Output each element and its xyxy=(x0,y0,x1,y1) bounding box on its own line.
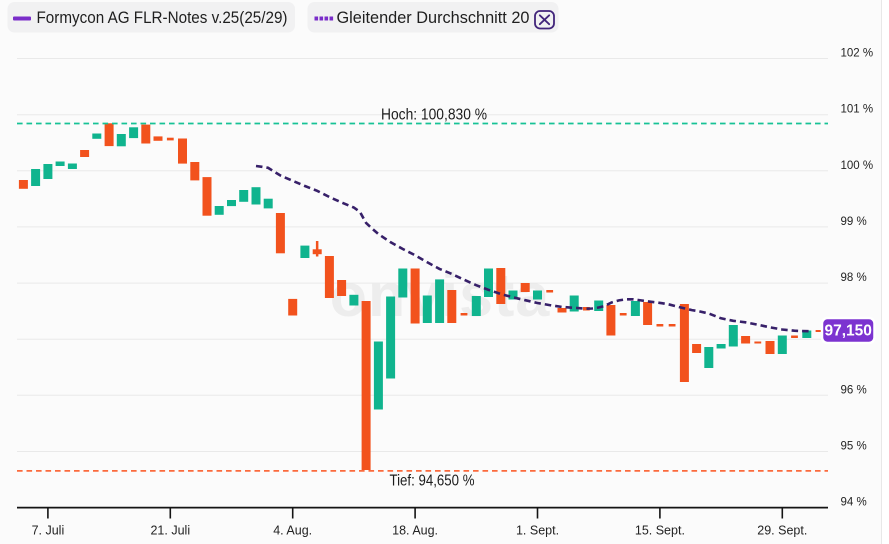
svg-text:15. Sept.: 15. Sept. xyxy=(635,524,685,538)
svg-text:Hoch: 100,830 %: Hoch: 100,830 % xyxy=(381,107,487,124)
svg-text:21. Juli: 21. Juli xyxy=(150,524,190,538)
svg-text:4. Aug.: 4. Aug. xyxy=(273,524,312,538)
svg-text:Gleitender Durchschnitt 20: Gleitender Durchschnitt 20 xyxy=(337,9,530,27)
svg-text:97,150: 97,150 xyxy=(824,323,871,340)
svg-text:101 %: 101 % xyxy=(841,104,874,116)
svg-text:94 %: 94 % xyxy=(841,497,867,509)
svg-text:18. Aug.: 18. Aug. xyxy=(392,524,438,538)
svg-text:99 %: 99 % xyxy=(841,216,867,228)
svg-text:1. Sept.: 1. Sept. xyxy=(516,524,559,538)
svg-text:Formycon AG FLR-Notes v.25(25/: Formycon AG FLR-Notes v.25(25/29) xyxy=(37,9,288,27)
svg-text:95 %: 95 % xyxy=(841,441,867,453)
svg-text:29. Sept.: 29. Sept. xyxy=(757,524,807,538)
svg-text:100 %: 100 % xyxy=(841,160,874,172)
svg-text:96 %: 96 % xyxy=(841,384,867,396)
svg-text:7. Juli: 7. Juli xyxy=(32,524,65,538)
svg-text:98 %: 98 % xyxy=(841,272,867,284)
svg-text:102 %: 102 % xyxy=(841,48,874,60)
svg-text:Tief: 94,650 %: Tief: 94,650 % xyxy=(390,473,475,490)
